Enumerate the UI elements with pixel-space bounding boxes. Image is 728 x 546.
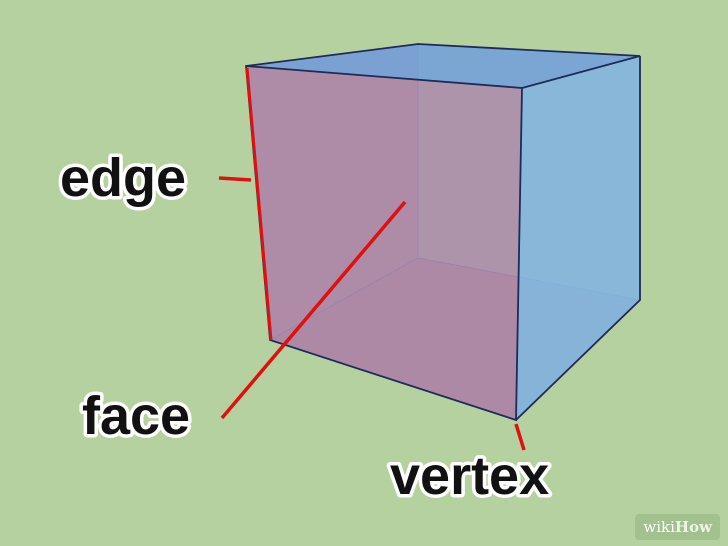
watermark: wiki How bbox=[635, 514, 720, 540]
watermark-wiki: wiki bbox=[643, 518, 675, 536]
watermark-how: How bbox=[674, 518, 712, 536]
edge-label: edge bbox=[60, 148, 186, 208]
cube-outline-right bbox=[515, 56, 641, 421]
face-label: face bbox=[82, 386, 190, 446]
highlighted-edge bbox=[245, 67, 273, 341]
front-face bbox=[246, 66, 522, 420]
side-face bbox=[516, 56, 640, 420]
vertex-pointer bbox=[514, 423, 526, 451]
face-pointer bbox=[220, 200, 407, 420]
top-face bbox=[246, 44, 640, 88]
vertex-label: vertex bbox=[390, 446, 549, 506]
edge-pointer bbox=[218, 176, 252, 182]
